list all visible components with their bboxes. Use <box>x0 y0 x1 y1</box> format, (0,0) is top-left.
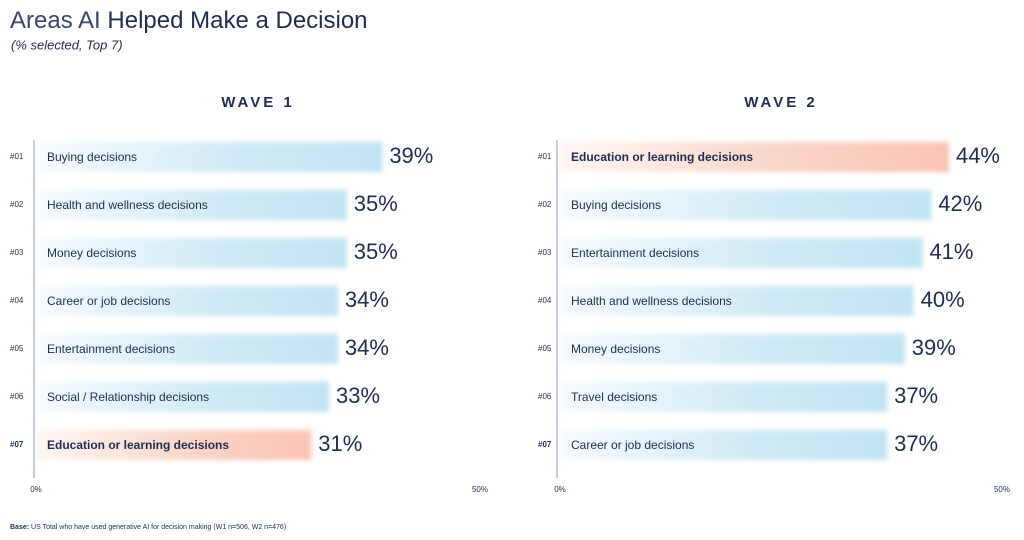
rank-label: #04 <box>10 296 24 305</box>
rank-label: #01 <box>10 152 24 161</box>
bar <box>36 286 338 316</box>
x-tick-label: 0% <box>554 485 566 494</box>
bar <box>560 142 949 172</box>
category-label: Career or job decisions <box>47 294 170 308</box>
category-label: Entertainment decisions <box>571 246 699 260</box>
category-label: Health and wellness decisions <box>571 294 732 308</box>
rank-label: #06 <box>538 392 552 401</box>
bar <box>560 190 932 220</box>
category-label: Money decisions <box>571 342 660 356</box>
value-label: 42% <box>938 191 982 216</box>
rank-label: #04 <box>538 296 552 305</box>
category-label: Education or learning decisions <box>47 438 229 452</box>
title-light: Areas AI <box>10 7 101 34</box>
value-label: 39% <box>389 143 433 168</box>
page-title: Areas AI Helped Make a Decision <box>10 7 368 34</box>
panel-title: WAVE 1 <box>221 94 295 111</box>
bar <box>36 334 338 364</box>
rank-label: #02 <box>538 200 552 209</box>
rank-label: #03 <box>10 248 24 257</box>
value-label: 31% <box>318 431 362 456</box>
rank-label: #03 <box>538 248 552 257</box>
rank-label: #01 <box>538 152 552 161</box>
x-tick-label: 0% <box>30 485 42 494</box>
rank-label: #07 <box>10 440 24 449</box>
x-tick-label: 50% <box>994 485 1010 494</box>
bar <box>560 382 888 412</box>
value-label: 34% <box>345 335 389 360</box>
value-label: 37% <box>894 383 938 408</box>
bar <box>36 238 347 268</box>
value-label: 33% <box>336 383 380 408</box>
footnote: Base: US Total who have used generative … <box>10 524 286 531</box>
footnote-label: Base: <box>10 524 29 531</box>
subtitle: (% selected, Top 7) <box>11 37 123 52</box>
bar <box>560 286 914 316</box>
rank-label: #06 <box>10 392 24 401</box>
rank-label: #07 <box>538 440 552 449</box>
x-tick-label: 50% <box>472 485 488 494</box>
category-label: Money decisions <box>47 246 136 260</box>
bar <box>560 238 923 268</box>
category-label: Career or job decisions <box>571 438 694 452</box>
value-label: 34% <box>345 287 389 312</box>
bar <box>36 382 330 412</box>
rank-label: #05 <box>10 344 24 353</box>
footnote-text: US Total who have used generative AI for… <box>31 524 286 531</box>
value-label: 35% <box>354 191 398 216</box>
value-label: 41% <box>929 239 973 264</box>
rank-label: #02 <box>10 200 24 209</box>
value-label: 44% <box>956 143 1000 168</box>
category-label: Health and wellness decisions <box>47 198 208 212</box>
category-label: Social / Relationship decisions <box>47 390 209 404</box>
title-strong: Helped Make a Decision <box>107 7 367 34</box>
value-label: 39% <box>912 335 956 360</box>
category-label: Buying decisions <box>571 198 661 212</box>
category-label: Buying decisions <box>47 150 137 164</box>
panel-title: WAVE 2 <box>744 94 818 111</box>
value-label: 37% <box>894 431 938 456</box>
bar <box>560 334 905 364</box>
rank-label: #05 <box>538 344 552 353</box>
bar <box>36 142 383 172</box>
bar <box>36 430 312 460</box>
value-label: 35% <box>354 239 398 264</box>
category-label: Travel decisions <box>571 390 657 404</box>
category-label: Education or learning decisions <box>571 150 753 164</box>
bar <box>560 430 888 460</box>
value-label: 40% <box>921 287 965 312</box>
category-label: Entertainment decisions <box>47 342 175 356</box>
bar <box>36 190 347 220</box>
